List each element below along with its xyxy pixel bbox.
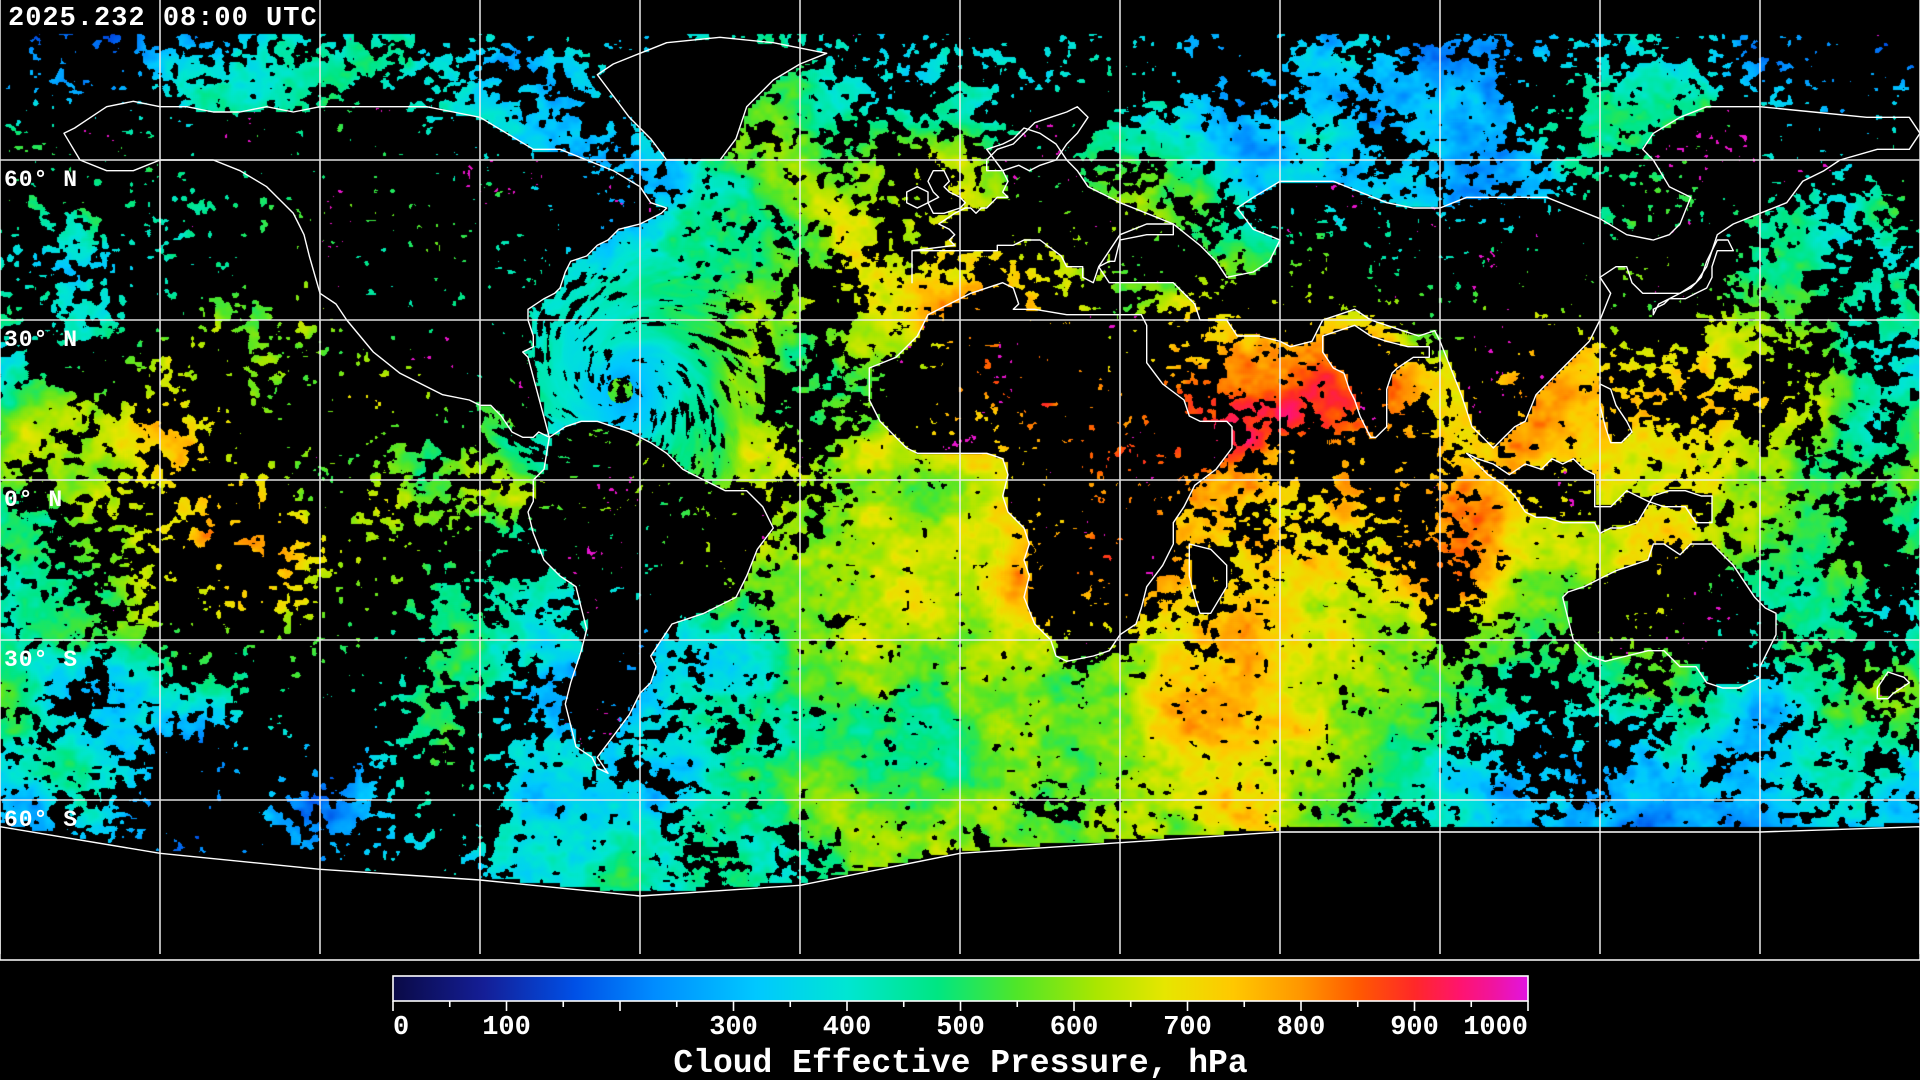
svg-text:400: 400 (823, 1013, 872, 1043)
svg-text:2025.232 08:00 UTC: 2025.232 08:00 UTC (8, 4, 318, 34)
svg-text:600: 600 (1050, 1013, 1099, 1043)
svg-text:0° N: 0° N (4, 487, 63, 513)
svg-text:30° S: 30° S (4, 647, 78, 673)
svg-text:60° S: 60° S (4, 807, 78, 833)
svg-text:Cloud Effective Pressure, hPa: Cloud Effective Pressure, hPa (673, 1045, 1247, 1080)
svg-text:800: 800 (1277, 1013, 1326, 1043)
svg-text:500: 500 (936, 1013, 985, 1043)
svg-text:60° N: 60° N (4, 167, 78, 193)
svg-text:1000: 1000 (1463, 1013, 1528, 1043)
svg-text:30° N: 30° N (4, 327, 78, 353)
svg-text:900: 900 (1390, 1013, 1439, 1043)
svg-text:700: 700 (1163, 1013, 1212, 1043)
svg-text:0: 0 (393, 1013, 409, 1043)
svg-text:100: 100 (482, 1013, 531, 1043)
svg-text:300: 300 (709, 1013, 758, 1043)
